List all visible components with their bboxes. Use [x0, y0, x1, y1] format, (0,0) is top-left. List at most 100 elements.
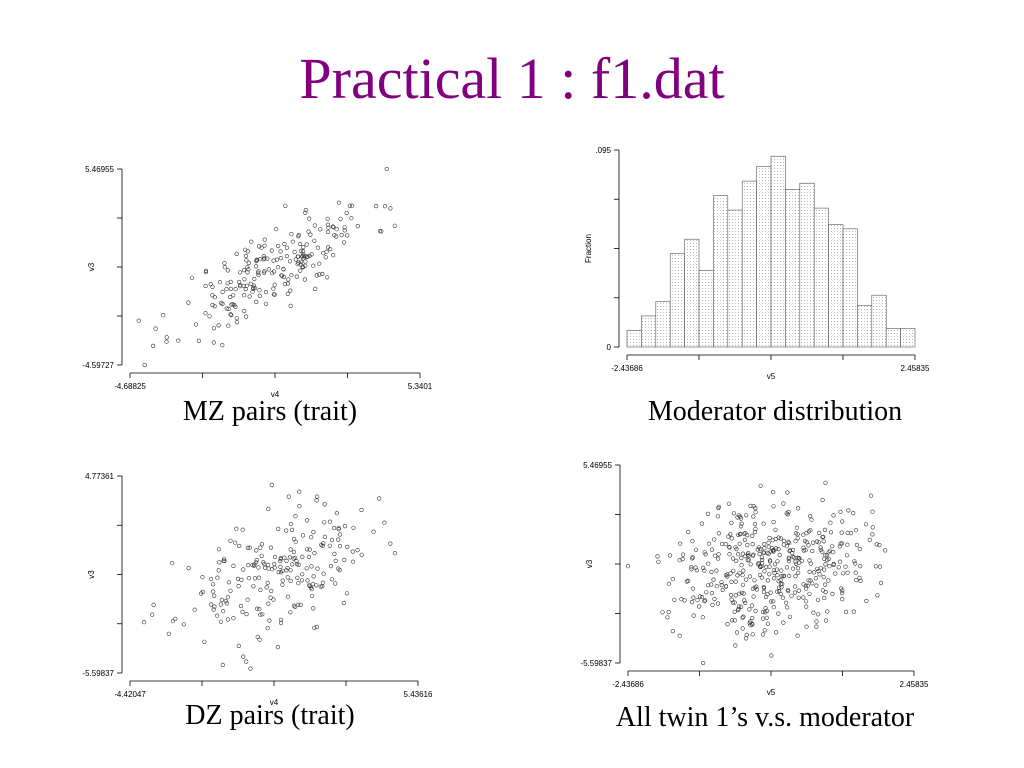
- scatter-point: [785, 605, 790, 610]
- scatter-point: [350, 549, 355, 554]
- scatter-point: [841, 571, 846, 576]
- scatter-point: [720, 587, 725, 593]
- scatter-point: [255, 606, 260, 611]
- scatter-point: [303, 259, 308, 264]
- scatter-point: [827, 548, 832, 553]
- scatter-point: [677, 541, 683, 546]
- scatter-point: [326, 225, 331, 230]
- scatter-point: [790, 550, 795, 556]
- scatter-point: [200, 575, 205, 580]
- scatter-point: [271, 286, 276, 291]
- scatter-point: [229, 313, 234, 318]
- scatter-point: [278, 255, 283, 261]
- scatter-point: [290, 527, 295, 533]
- scatter-point: [289, 232, 294, 237]
- scatter-point: [266, 601, 271, 606]
- scatter-point: [291, 556, 296, 561]
- scatter-point: [276, 569, 281, 575]
- scatter-point: [329, 537, 335, 543]
- scatter-point: [307, 216, 312, 221]
- scatter-point: [666, 609, 671, 615]
- scatter-point: [704, 590, 709, 595]
- scatter-point: [288, 288, 293, 293]
- scatter-point: [833, 571, 838, 576]
- scatter-point: [731, 511, 737, 516]
- scatter-point: [256, 269, 261, 274]
- scatter-point: [242, 293, 247, 298]
- scatter-point: [737, 541, 742, 546]
- scatter-point: [826, 556, 831, 561]
- scatter-point: [232, 303, 237, 308]
- scatter-point: [845, 542, 850, 547]
- scatter-point: [818, 545, 823, 550]
- scatter-point: [858, 563, 863, 569]
- scatter-point: [757, 572, 763, 578]
- x-tick-label-min: -4.42047: [114, 690, 146, 699]
- scatter-point: [715, 514, 720, 519]
- scatter-point: [766, 551, 771, 556]
- scatter-point: [739, 516, 744, 521]
- scatter-point: [719, 580, 724, 585]
- scatter-point: [839, 530, 844, 535]
- scatter-point: [218, 602, 223, 607]
- scatter-point: [804, 624, 809, 629]
- scatter-point: [830, 544, 835, 549]
- scatter-point: [255, 257, 260, 262]
- scatter-point: [320, 580, 326, 585]
- scatter-point: [761, 589, 766, 594]
- scatter-point: [753, 510, 758, 515]
- scatter-point: [793, 584, 798, 589]
- scatter-point: [289, 273, 294, 278]
- y-tick-label-min: -4.59727: [82, 361, 114, 370]
- scatter-point: [295, 254, 300, 259]
- scatter-point: [211, 589, 216, 594]
- scatter-point: [823, 582, 828, 587]
- scatter-point: [740, 626, 745, 631]
- x-axis-label: v5: [767, 372, 776, 381]
- scatter-point: [670, 577, 675, 582]
- scatter-point: [758, 483, 763, 488]
- scatter-point: [211, 340, 216, 345]
- scatter-point: [716, 552, 721, 557]
- scatter-point: [244, 612, 249, 617]
- scatter-point: [228, 312, 233, 317]
- scatter-point: [216, 547, 222, 552]
- scatter-point: [282, 241, 287, 247]
- scatter-point: [203, 283, 208, 289]
- scatter-point: [840, 588, 845, 593]
- scatter-point: [217, 560, 222, 565]
- scatter-point: [258, 257, 263, 262]
- scatter-point: [748, 503, 753, 509]
- scatter-point: [217, 280, 222, 285]
- scatter-point: [215, 575, 220, 580]
- scatter-point: [300, 265, 306, 270]
- scatter-point: [742, 537, 748, 542]
- scatter-point: [258, 545, 263, 550]
- scatter-point: [744, 636, 749, 641]
- scatter-point: [269, 482, 274, 488]
- scatter-point: [310, 593, 315, 598]
- scatter-point: [337, 543, 343, 549]
- scatter-point: [220, 289, 225, 294]
- scatter-point: [384, 166, 389, 172]
- scatter-point: [776, 578, 781, 584]
- scatter-point: [752, 529, 757, 535]
- scatter-point: [250, 289, 255, 294]
- scatter-point: [690, 539, 695, 544]
- scatter-point: [716, 556, 721, 561]
- scatter-point: [266, 267, 271, 272]
- scatter-point: [248, 281, 253, 286]
- scatter-point: [282, 555, 287, 560]
- scatter-point: [254, 299, 259, 304]
- scatter-point: [727, 545, 732, 550]
- scatter-point: [293, 604, 298, 609]
- scatter-point: [697, 594, 703, 599]
- scatter-point: [694, 568, 699, 573]
- scatter-point: [256, 565, 261, 570]
- scatter-point: [254, 557, 259, 563]
- scatter-point: [320, 543, 325, 548]
- scatter-point: [243, 287, 248, 292]
- scatter-point: [266, 562, 271, 568]
- scatter-point: [821, 539, 826, 544]
- x-tick-label-max: 2.45835: [901, 364, 930, 373]
